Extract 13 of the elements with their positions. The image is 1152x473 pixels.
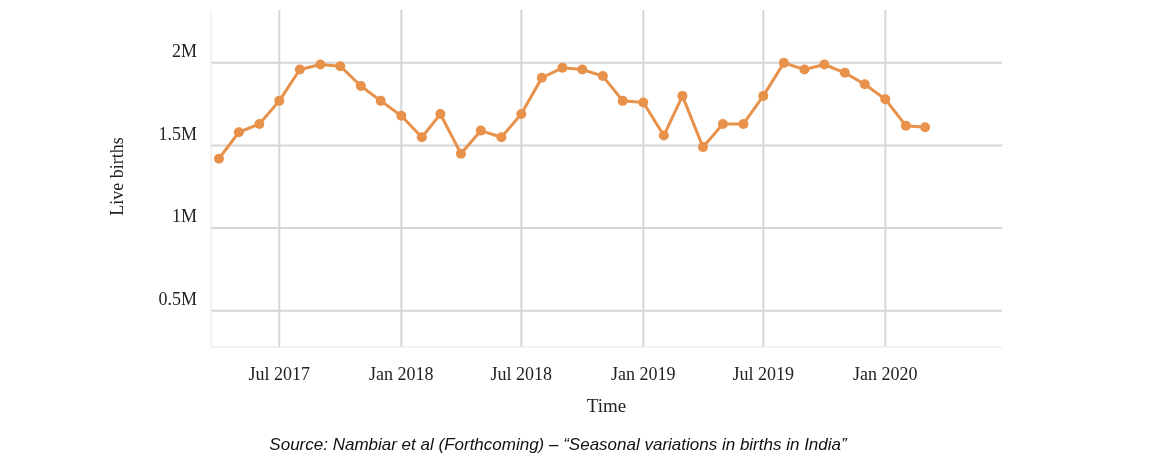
x-tick-label: Jul 2018 xyxy=(490,363,553,384)
y-tick-label: 1M xyxy=(171,206,197,227)
y-tick-label: 1.5M xyxy=(158,123,197,144)
y-tick-label: 2M xyxy=(171,41,197,62)
y-tick-label: 0.5M xyxy=(158,289,197,310)
y-axis-title: Live births xyxy=(106,137,128,216)
x-tick-label: Jan 2018 xyxy=(369,363,434,384)
x-tick-label: Jul 2019 xyxy=(732,363,795,384)
x-tick-label: Jan 2020 xyxy=(853,363,918,384)
x-tick-label: Jul 2017 xyxy=(248,363,311,384)
x-axis-title: Time xyxy=(585,395,628,417)
x-tick-label: Jan 2019 xyxy=(611,363,676,384)
source-note: Source: Nambiar et al (Forthcoming) – “Seasonal variations in births in India” xyxy=(268,435,849,455)
